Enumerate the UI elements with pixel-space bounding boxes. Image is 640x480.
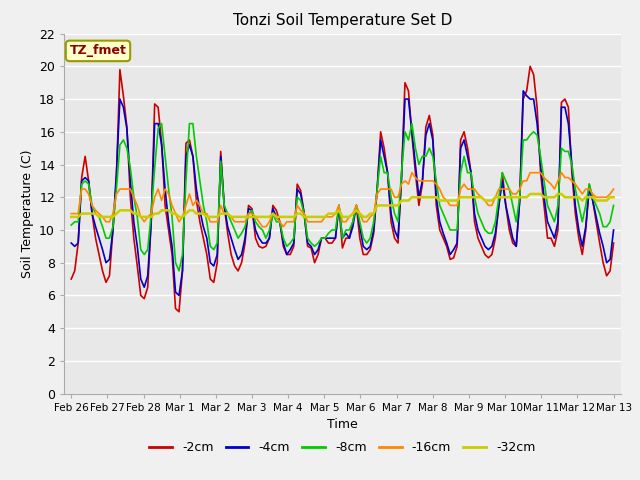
Text: TZ_fmet: TZ_fmet [70, 44, 127, 58]
Legend: -2cm, -4cm, -8cm, -16cm, -32cm: -2cm, -4cm, -8cm, -16cm, -32cm [145, 436, 540, 459]
Title: Tonzi Soil Temperature Set D: Tonzi Soil Temperature Set D [233, 13, 452, 28]
Y-axis label: Soil Temperature (C): Soil Temperature (C) [20, 149, 33, 278]
X-axis label: Time: Time [327, 418, 358, 431]
